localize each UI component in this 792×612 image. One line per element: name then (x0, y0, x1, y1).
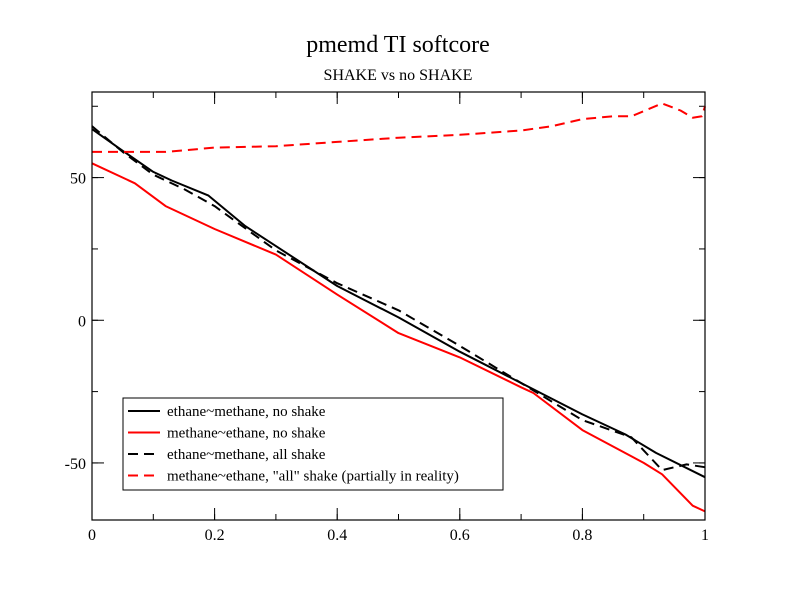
chart-title: pmemd TI softcore (306, 32, 490, 58)
legend-label: methane~ethane, "all" shake (partially i… (167, 469, 459, 485)
plot-frame (91, 91, 706, 521)
x-tick-label: 1 (701, 527, 709, 544)
series-line-2 (91, 162, 706, 513)
x-tick-label: 0.4 (327, 527, 347, 544)
series-line-4 (92, 102, 706, 153)
x-tick-label: 0.6 (450, 527, 470, 544)
y-tick-label: 0 (78, 313, 86, 330)
legend-label: methane~ethane, no shake (167, 426, 326, 442)
x-tick-label: 0 (88, 527, 96, 544)
legend-box (122, 397, 504, 491)
series-lines (91, 102, 706, 513)
legend: ethane~methane, no shake methane~ethane, … (122, 397, 504, 491)
series-line-3 (91, 125, 706, 472)
chart-subtitle: SHAKE vs no SHAKE (324, 67, 473, 84)
x-tick-label: 0.8 (572, 527, 592, 544)
legend-label: ethane~methane, no shake (167, 404, 326, 420)
series-line-1 (91, 128, 706, 479)
legend-label: ethane~methane, all shake (167, 447, 326, 463)
y-tick-label: 50 (70, 171, 86, 188)
y-tick-label: -50 (65, 456, 86, 473)
x-tick-label: 0.2 (205, 527, 225, 544)
